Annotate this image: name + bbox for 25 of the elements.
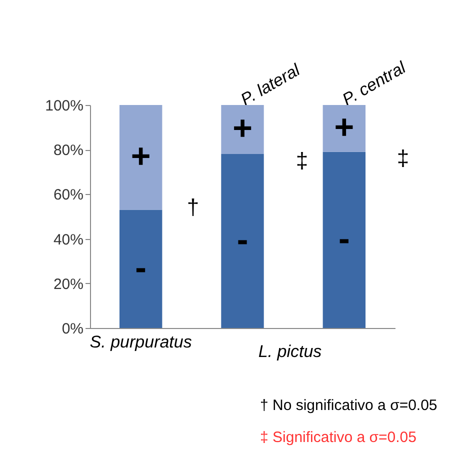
bar [322,105,366,152]
annotation: ‡ [296,148,308,173]
text: - [236,221,248,260]
text: † No significativo a σ=0.05 [260,397,438,414]
bar [221,105,264,154]
text: ‡ Significativo a σ=0.05 [260,429,416,446]
y-tick-label: 80% [53,142,84,160]
series-label: - [135,248,146,287]
bar [221,154,264,328]
y-tick-label: 0% [62,320,84,338]
text: + [232,110,252,148]
series-label: + [334,108,354,146]
text: L. pictus [258,342,322,361]
bar [119,210,162,328]
annotation: † [186,194,200,220]
bar [119,105,162,210]
y-tick-label: 100% [45,98,84,114]
y-tick-label: 20% [53,276,84,293]
y-tick-label: 40% [53,231,84,248]
text: + [130,137,151,176]
bar [322,152,366,328]
y-tick-label: 60% [53,186,84,204]
text: ‡ [396,146,410,171]
x-tick-label: S. purpuratus [90,332,192,352]
text: - [338,220,350,258]
